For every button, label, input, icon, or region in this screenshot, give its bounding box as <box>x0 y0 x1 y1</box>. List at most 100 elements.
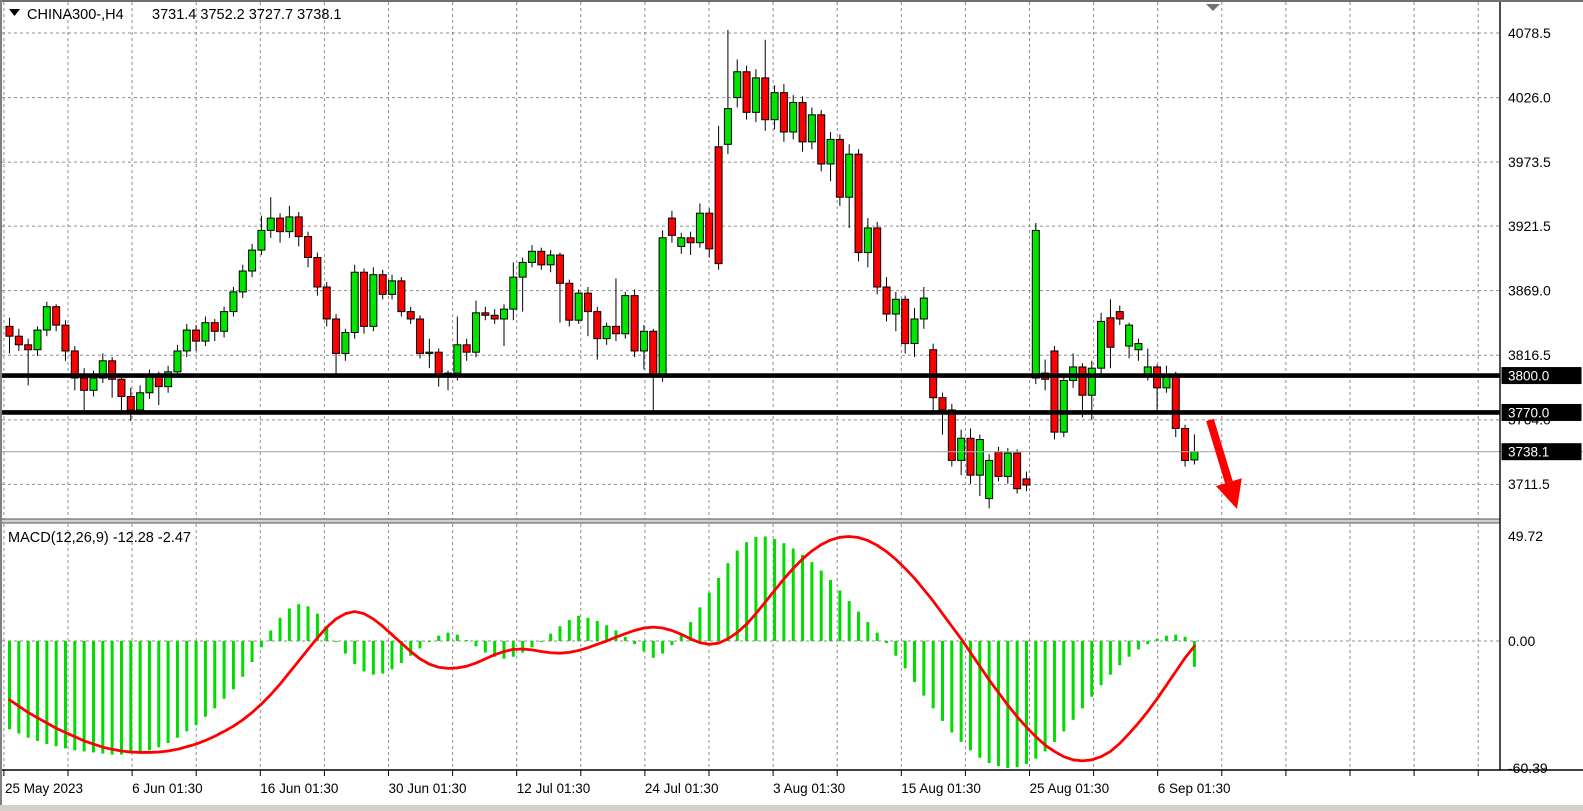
candle-bearish <box>835 138 844 198</box>
macd-histogram-bar <box>138 641 142 753</box>
macd-histogram-bar <box>922 641 926 696</box>
symbol-dropdown-icon[interactable] <box>9 9 20 16</box>
macd-histogram-bar <box>493 641 497 657</box>
macd-histogram-bar <box>661 641 665 654</box>
candle-bearish <box>313 256 322 288</box>
candle-bullish <box>136 392 145 411</box>
macd-histogram-bar <box>670 641 674 646</box>
time-tick-label: 3 Aug 01:30 <box>773 781 845 796</box>
candle-bullish <box>723 108 732 145</box>
macd-histogram-bar <box>1080 641 1084 709</box>
macd-histogram-bar <box>539 641 543 642</box>
macd-histogram-bar <box>679 634 683 641</box>
candle-bearish <box>406 311 415 320</box>
macd-histogram-bar <box>213 641 217 709</box>
macd-histogram-bar <box>885 641 889 644</box>
macd-histogram-bar <box>689 622 693 641</box>
candle-bullish <box>220 311 229 332</box>
macd-histogram-bar <box>446 632 450 641</box>
macd-histogram-bar <box>437 635 441 641</box>
macd-histogram-bar <box>26 641 30 738</box>
down-arrow-annotation[interactable] <box>1206 418 1242 509</box>
pane-splitter[interactable] <box>2 519 1500 523</box>
macd-histogram-bar <box>754 536 758 641</box>
price-tick-label: 3921.5 <box>1508 218 1551 234</box>
macd-histogram-bar <box>829 580 833 641</box>
time-tick-label: 16 Jun 01:30 <box>260 781 338 796</box>
candle-bullish <box>341 332 350 354</box>
candle-bearish <box>24 344 33 351</box>
macd-histogram-bar <box>549 633 553 641</box>
macd-histogram-bar <box>474 641 478 647</box>
candle-bearish <box>322 286 331 320</box>
macd-histogram-bar <box>353 641 357 665</box>
candle-bullish <box>733 71 742 99</box>
candle-bearish <box>994 451 1003 477</box>
macd-histogram-bar <box>371 641 375 675</box>
candle-bearish <box>210 322 219 332</box>
time-tick-label: 6 Sep 01:30 <box>1158 781 1231 796</box>
macd-histogram-bar <box>45 641 49 745</box>
arrow-head[interactable] <box>1215 478 1242 509</box>
macd-histogram-bar <box>1118 641 1122 666</box>
macd-histogram-bar <box>1034 641 1038 759</box>
macd-histogram-bar <box>35 641 39 741</box>
macd-histogram-bar <box>567 619 571 641</box>
macd-histogram-bar <box>8 641 11 730</box>
candle-bearish <box>434 351 443 378</box>
candle-bearish <box>882 286 891 315</box>
candle-bullish <box>1190 451 1199 461</box>
candle-bullish <box>164 371 173 388</box>
horizontal-level-lines[interactable] <box>2 373 1500 415</box>
price-axis[interactable]: 4078.54026.03973.53921.53869.03816.53764… <box>1501 25 1582 776</box>
macd-histogram-bar <box>231 641 235 690</box>
candle-bullish <box>33 329 42 351</box>
macd-histogram-bar <box>250 641 254 663</box>
macd-histogram-bar <box>987 641 991 763</box>
candle-bearish <box>649 330 658 377</box>
candle-bullish <box>1059 379 1068 433</box>
macd-histogram-bar <box>913 641 917 683</box>
candle-bullish <box>677 237 686 247</box>
candle-bullish <box>257 229 266 251</box>
candle-bearish <box>1022 478 1031 486</box>
macd-histogram-bar <box>399 641 403 664</box>
candle-bullish <box>1097 320 1106 369</box>
macd-histogram-bar <box>483 641 487 653</box>
macd-histogram-bar <box>1192 641 1196 667</box>
candle-bullish <box>518 261 527 278</box>
time-tick-label: 24 Jul 01:30 <box>645 781 719 796</box>
candle-bullish <box>453 344 462 374</box>
candle-bullish <box>639 330 648 352</box>
time-axis[interactable]: 25 May 2023 6 Jun 01:30 16 Jun 01:30 30 Jun… <box>3 770 1479 796</box>
candle-bullish <box>182 329 191 352</box>
macd-histogram-bar <box>269 630 273 641</box>
macd-histogram-bar <box>502 641 506 659</box>
candle-bearish <box>117 378 126 397</box>
macd-histogram-bar <box>82 641 86 752</box>
macd-histogram-bar <box>810 562 814 641</box>
candle-bullish <box>985 459 994 500</box>
candle-bullish <box>695 212 704 244</box>
candle-bullish <box>350 271 359 334</box>
candle-bullish <box>1003 452 1012 477</box>
candle-bearish <box>304 236 313 258</box>
level-badge-label: 3800.0 <box>1508 368 1549 383</box>
macd-histogram-bar <box>605 625 609 641</box>
candle-bearish <box>761 77 770 121</box>
candle-bearish <box>817 114 826 165</box>
arrow-shaft[interactable] <box>1206 418 1233 484</box>
macd-histogram-bar <box>1127 641 1131 657</box>
macd-histogram-bar <box>651 641 655 658</box>
macd-histogram-bar <box>847 601 851 641</box>
candle-bullish <box>891 298 900 315</box>
candle-bullish <box>770 92 779 121</box>
price-tick-label: 3711.5 <box>1508 476 1550 492</box>
candle-bearish <box>1171 375 1180 429</box>
candle-bullish <box>173 350 182 373</box>
macd-pane-label: MACD(12,26,9) -12.28 -2.47 <box>8 530 191 546</box>
macd-histogram-bar <box>558 626 562 641</box>
bar-position-marker-icon[interactable] <box>1206 4 1220 11</box>
macd-histogram-bar <box>54 641 58 747</box>
